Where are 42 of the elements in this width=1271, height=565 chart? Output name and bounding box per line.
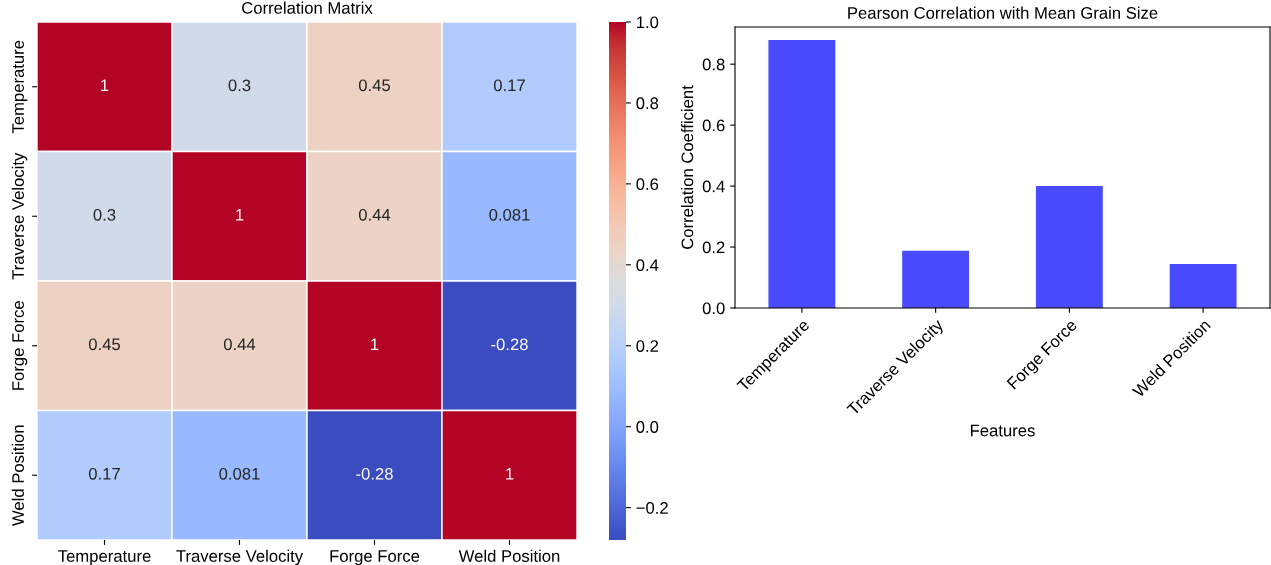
data-label: 0.17 bbox=[493, 79, 525, 92]
chart-title: Correlation Matrix bbox=[242, 1, 373, 14]
data-label: 1 bbox=[371, 338, 379, 351]
data-label: 1 bbox=[506, 468, 514, 480]
color-bar-label: 1.0 bbox=[636, 16, 659, 29]
x-axis-title: Features bbox=[970, 424, 1035, 437]
color-bar-label: −0.2 bbox=[636, 502, 668, 514]
color-bar-label: 0.4 bbox=[636, 259, 659, 272]
data-label: -0.28 bbox=[356, 467, 393, 480]
y-tick-label: Traverse Velocity bbox=[11, 152, 28, 280]
data-label: 0.45 bbox=[88, 338, 121, 351]
data-label: 0.3 bbox=[228, 79, 251, 92]
color-bar-label: 0.8 bbox=[636, 97, 659, 110]
y-axis-title: Correlation Coefficient bbox=[681, 85, 694, 249]
data-label: 0.44 bbox=[223, 338, 256, 351]
color-bar-label: 0.6 bbox=[636, 178, 659, 191]
y-tick-label: 0.0 bbox=[702, 302, 725, 315]
data-label: 0.45 bbox=[358, 79, 391, 92]
data-label: 1 bbox=[236, 209, 244, 221]
color-bar-label: 0.0 bbox=[636, 421, 659, 433]
y-tick-label: 0.8 bbox=[702, 58, 725, 71]
data-label: 0.081 bbox=[219, 467, 260, 480]
data-label: 0.3 bbox=[93, 208, 116, 221]
bar bbox=[768, 40, 836, 308]
y-tick-label: 0.6 bbox=[702, 119, 725, 132]
bar bbox=[902, 250, 970, 308]
y-tick-label: Temperature bbox=[12, 40, 28, 134]
x-tick-label: Traverse Velocity bbox=[176, 549, 304, 565]
chart-title: Pearson Correlation with Mean Grain Size bbox=[848, 6, 1158, 19]
x-tick-label: Weld Position bbox=[458, 549, 560, 562]
bar bbox=[1169, 264, 1237, 308]
bar bbox=[1035, 186, 1103, 308]
color-bar-label: 0.2 bbox=[636, 340, 659, 352]
data-label: 0.17 bbox=[88, 467, 120, 480]
x-tick-label: Temperature bbox=[58, 550, 151, 565]
x-tick-label: Forge Force bbox=[330, 550, 420, 565]
data-label: 0.081 bbox=[489, 208, 530, 221]
data-label: -0.28 bbox=[491, 338, 528, 351]
data-label: 1 bbox=[101, 79, 109, 92]
y-tick-label: 0.4 bbox=[702, 180, 725, 193]
data-label: 0.44 bbox=[358, 208, 391, 221]
y-tick-label: 0.2 bbox=[702, 241, 725, 254]
